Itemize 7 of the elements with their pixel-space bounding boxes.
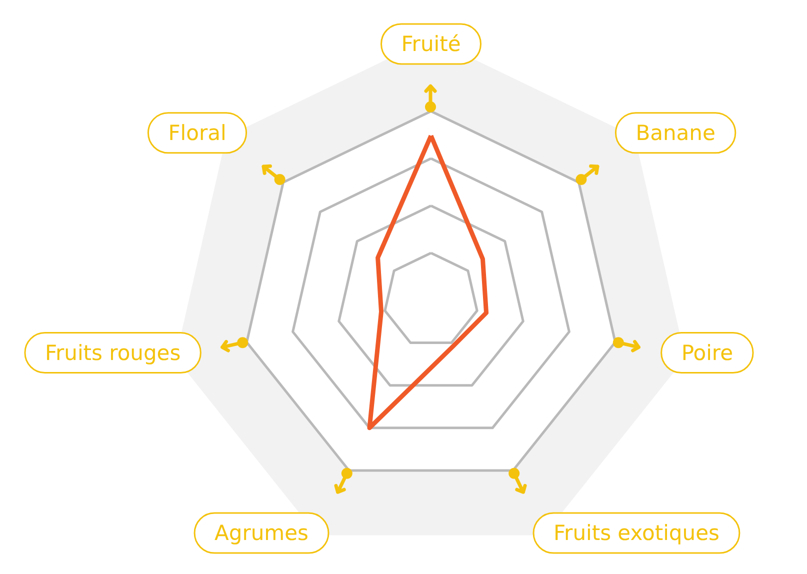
spoke-label: Banane xyxy=(636,120,716,145)
spoke-label: Fruité xyxy=(401,32,461,56)
spoke-label: Floral xyxy=(168,120,226,145)
spoke-label: Fruits exotiques xyxy=(554,521,720,546)
spoke-label: Poire xyxy=(681,340,734,365)
spoke-label: Agrumes xyxy=(214,521,309,546)
spoke-label: Fruits rouges xyxy=(44,340,181,365)
